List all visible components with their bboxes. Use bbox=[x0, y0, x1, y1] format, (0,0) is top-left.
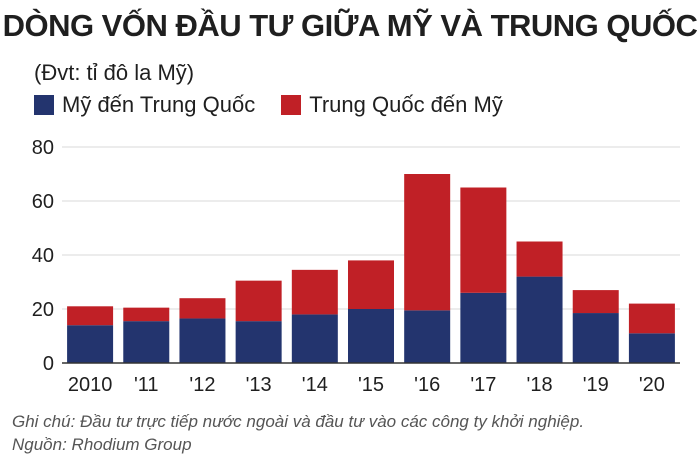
bar-segment-china-to-us bbox=[235, 280, 282, 322]
bar-segment-china-to-us bbox=[460, 187, 507, 293]
y-tick-label: 80 bbox=[32, 137, 54, 159]
x-tick-label: '13 bbox=[246, 374, 272, 396]
y-tick-label: 40 bbox=[32, 245, 54, 267]
x-tick-label: '15 bbox=[358, 374, 384, 396]
x-tick-label: 2010 bbox=[68, 374, 113, 396]
x-tick-label: '20 bbox=[639, 374, 665, 396]
bar-segment-us-to-china bbox=[516, 276, 563, 363]
bar-segment-us-to-china bbox=[123, 321, 170, 363]
x-tick-label: '16 bbox=[414, 374, 440, 396]
legend-label-us-to-china: Mỹ đến Trung Quốc bbox=[62, 92, 256, 117]
legend-swatch-china-to-us bbox=[281, 95, 302, 115]
x-tick-label: '19 bbox=[583, 374, 609, 396]
bar-segment-us-to-china bbox=[179, 318, 226, 363]
legend-item-us-to-china: Mỹ đến Trung Quốc bbox=[34, 92, 255, 118]
bar-segment-us-to-china bbox=[235, 321, 282, 363]
bar-segment-us-to-china bbox=[67, 325, 114, 363]
note-text: Ghi chú: Đầu tư trực tiếp nước ngoài và … bbox=[12, 412, 585, 431]
y-tick-label: 0 bbox=[43, 353, 54, 375]
x-tick-label: '18 bbox=[527, 374, 553, 396]
bar-segment-china-to-us bbox=[179, 298, 226, 319]
bar-segment-china-to-us bbox=[516, 241, 563, 277]
x-tick-label: '12 bbox=[189, 374, 215, 396]
bar-segment-china-to-us bbox=[348, 260, 394, 309]
bar-segment-us-to-china bbox=[572, 313, 619, 363]
bar-segment-china-to-us bbox=[572, 290, 619, 314]
legend: Mỹ đến Trung Quốc Trung Quốc đến Mỹ bbox=[34, 92, 529, 118]
bar-segment-us-to-china bbox=[291, 314, 338, 363]
bar-segment-us-to-china bbox=[460, 292, 507, 363]
x-tick-label: '14 bbox=[302, 374, 328, 396]
y-tick-label: 60 bbox=[32, 191, 54, 213]
bar-segment-china-to-us bbox=[404, 174, 451, 311]
bar-segment-us-to-china bbox=[348, 309, 394, 363]
legend-label-china-to-us: Trung Quốc đến Mỹ bbox=[309, 92, 503, 117]
stacked-bar-chart: 0 20 40 60 80 2010 '11 '12 '13 '14 '15 '16 '17 '18 '19… bbox=[32, 137, 680, 396]
chart-notes: Ghi chú: Đầu tư trực tiếp nước ngoài và … bbox=[12, 410, 584, 456]
bar-segment-us-to-china bbox=[628, 333, 675, 363]
chart-title: DÒNG VỐN ĐẦU TƯ GIỮA MỸ VÀ TRUNG QUỐC bbox=[2, 8, 698, 43]
unit-label: (Đvt: tỉ đô la Mỹ) bbox=[34, 60, 195, 85]
legend-swatch-us-to-china bbox=[34, 95, 54, 115]
bar-segment-china-to-us bbox=[123, 307, 170, 322]
bar-segment-china-to-us bbox=[291, 269, 338, 315]
x-tick-label: '11 bbox=[134, 374, 159, 396]
y-tick-label: 20 bbox=[32, 299, 54, 321]
bar-segment-us-to-china bbox=[404, 310, 451, 363]
legend-item-china-to-us: Trung Quốc đến Mỹ bbox=[281, 92, 503, 118]
bar-segment-china-to-us bbox=[628, 303, 675, 334]
source-text: Nguồn: Rhodium Group bbox=[12, 435, 192, 454]
x-tick-label: '17 bbox=[470, 374, 496, 396]
bar-segment-china-to-us bbox=[67, 306, 114, 326]
